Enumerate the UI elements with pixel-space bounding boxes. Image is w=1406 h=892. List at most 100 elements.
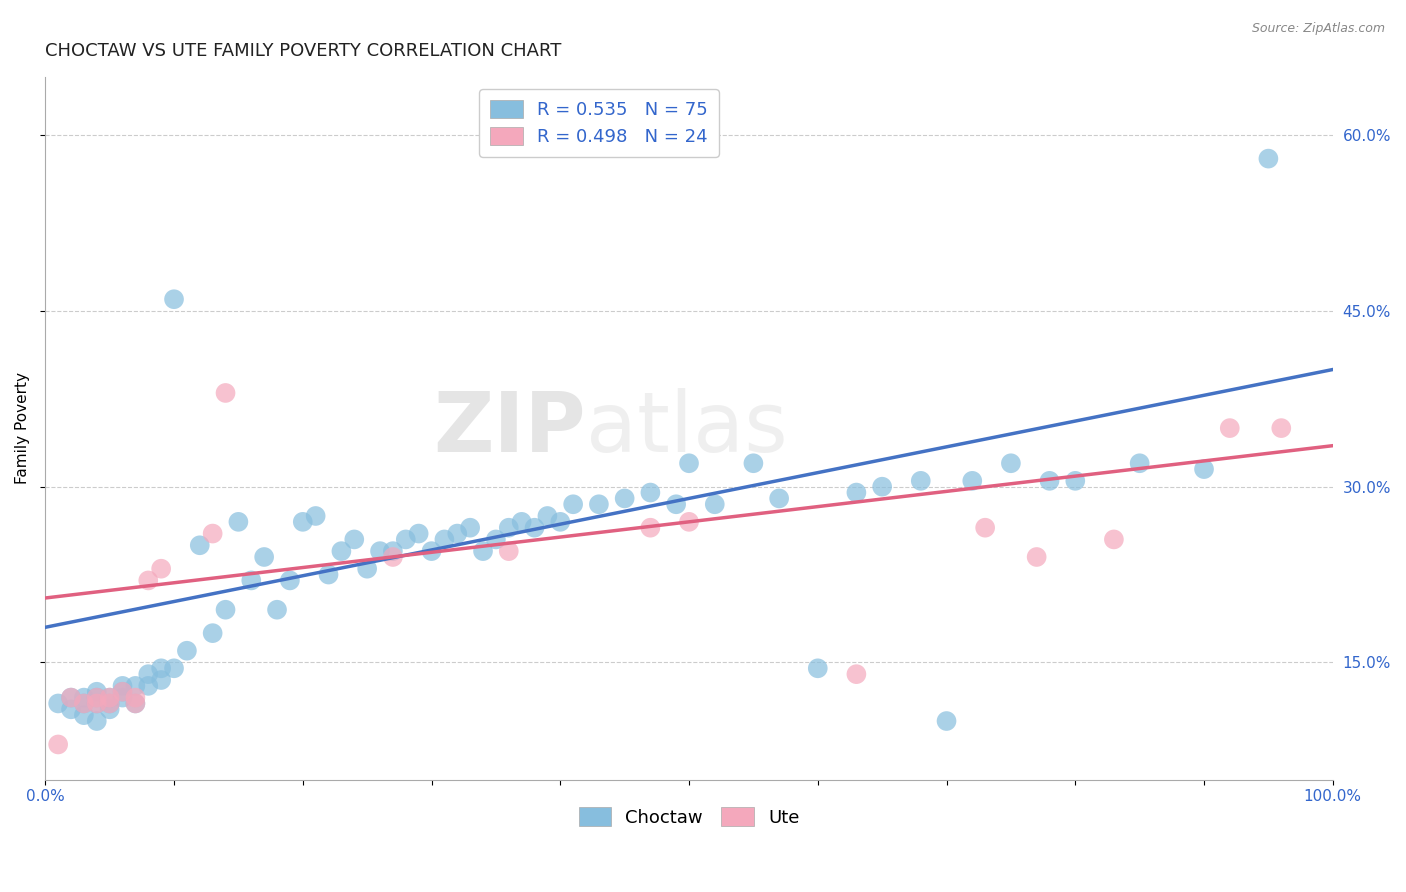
Point xyxy=(188,538,211,552)
Text: atlas: atlas xyxy=(586,388,787,468)
Point xyxy=(408,526,430,541)
Point xyxy=(433,533,456,547)
Point xyxy=(974,521,997,535)
Point xyxy=(472,544,495,558)
Point xyxy=(124,679,146,693)
Point xyxy=(640,521,662,535)
Point xyxy=(201,526,224,541)
Point xyxy=(498,521,520,535)
Point xyxy=(536,508,558,523)
Text: Source: ZipAtlas.com: Source: ZipAtlas.com xyxy=(1251,22,1385,36)
Point xyxy=(343,533,366,547)
Point xyxy=(678,515,700,529)
Point xyxy=(498,544,520,558)
Point xyxy=(266,603,288,617)
Point xyxy=(305,508,328,523)
Point xyxy=(1270,421,1292,435)
Point xyxy=(86,690,108,705)
Point xyxy=(845,485,868,500)
Point xyxy=(935,714,957,728)
Point xyxy=(253,549,276,564)
Point xyxy=(548,515,571,529)
Point xyxy=(73,697,96,711)
Point xyxy=(318,567,340,582)
Point xyxy=(73,697,96,711)
Point xyxy=(201,626,224,640)
Point xyxy=(562,497,585,511)
Point xyxy=(73,708,96,723)
Point xyxy=(240,574,263,588)
Point xyxy=(214,603,236,617)
Point xyxy=(665,497,688,511)
Point xyxy=(60,702,83,716)
Point xyxy=(742,456,765,470)
Point xyxy=(73,690,96,705)
Point xyxy=(420,544,443,558)
Point xyxy=(1102,533,1125,547)
Point xyxy=(46,738,69,752)
Point xyxy=(111,684,134,698)
Point xyxy=(60,690,83,705)
Point xyxy=(870,480,893,494)
Point xyxy=(381,544,404,558)
Point xyxy=(98,697,121,711)
Point xyxy=(46,697,69,711)
Point xyxy=(86,714,108,728)
Point xyxy=(703,497,725,511)
Point xyxy=(228,515,250,529)
Point xyxy=(98,690,121,705)
Point xyxy=(845,667,868,681)
Point xyxy=(150,661,173,675)
Point xyxy=(150,673,173,687)
Point xyxy=(136,574,159,588)
Point xyxy=(124,697,146,711)
Point xyxy=(98,697,121,711)
Point xyxy=(1219,421,1241,435)
Point xyxy=(86,697,108,711)
Point xyxy=(136,667,159,681)
Point xyxy=(150,562,173,576)
Point xyxy=(1257,152,1279,166)
Point xyxy=(111,679,134,693)
Point xyxy=(807,661,830,675)
Point xyxy=(330,544,353,558)
Point xyxy=(136,679,159,693)
Point xyxy=(1025,549,1047,564)
Point xyxy=(176,644,198,658)
Point xyxy=(98,702,121,716)
Point xyxy=(163,292,186,306)
Point xyxy=(1064,474,1087,488)
Point xyxy=(458,521,481,535)
Legend: Choctaw, Ute: Choctaw, Ute xyxy=(571,800,807,834)
Point xyxy=(1038,474,1060,488)
Point xyxy=(910,474,932,488)
Point xyxy=(111,690,134,705)
Point xyxy=(356,562,378,576)
Point xyxy=(640,485,662,500)
Point xyxy=(523,521,546,535)
Point xyxy=(124,697,146,711)
Point xyxy=(678,456,700,470)
Point xyxy=(124,690,146,705)
Point xyxy=(613,491,636,506)
Point xyxy=(214,386,236,401)
Point xyxy=(1129,456,1152,470)
Text: CHOCTAW VS UTE FAMILY POVERTY CORRELATION CHART: CHOCTAW VS UTE FAMILY POVERTY CORRELATIO… xyxy=(45,42,561,60)
Point xyxy=(588,497,610,511)
Text: ZIP: ZIP xyxy=(433,388,586,468)
Point xyxy=(98,690,121,705)
Point xyxy=(381,549,404,564)
Point xyxy=(86,697,108,711)
Point xyxy=(86,690,108,705)
Y-axis label: Family Poverty: Family Poverty xyxy=(15,372,30,484)
Point xyxy=(485,533,508,547)
Point xyxy=(163,661,186,675)
Point xyxy=(278,574,301,588)
Point xyxy=(395,533,418,547)
Point xyxy=(962,474,984,488)
Point xyxy=(60,690,83,705)
Point xyxy=(1192,462,1215,476)
Point xyxy=(446,526,468,541)
Point xyxy=(1000,456,1022,470)
Point xyxy=(768,491,790,506)
